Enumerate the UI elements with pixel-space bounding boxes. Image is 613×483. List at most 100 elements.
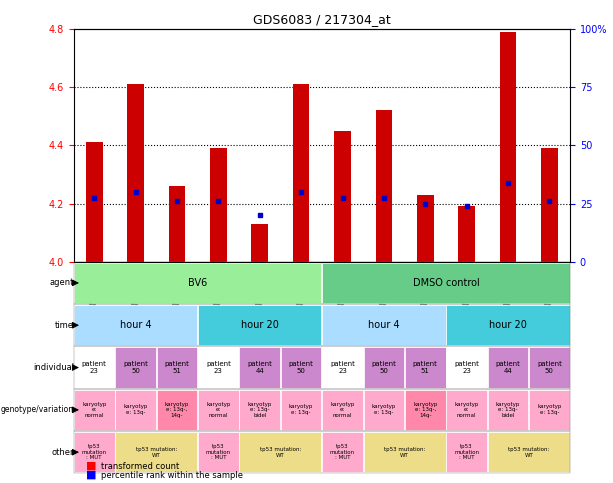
Bar (169, 186, 185, 262)
Text: tp53 mutation:
WT: tp53 mutation: WT (384, 447, 425, 457)
FancyBboxPatch shape (446, 347, 487, 388)
FancyBboxPatch shape (364, 390, 404, 430)
Text: karyotyp
e: 13q-: karyotyp e: 13q- (123, 404, 148, 415)
Text: hour 20: hour 20 (241, 320, 279, 330)
Bar (417, 195, 433, 262)
FancyBboxPatch shape (198, 390, 238, 430)
Text: karyotyp
e: 13q-,
14q-: karyotyp e: 13q-, 14q- (165, 401, 189, 418)
FancyBboxPatch shape (198, 305, 321, 345)
Text: tp53
mutation
: MUT: tp53 mutation : MUT (206, 444, 231, 460)
FancyBboxPatch shape (281, 347, 321, 388)
Text: karyotyp
e:
normal: karyotyp e: normal (330, 401, 355, 418)
Bar (210, 148, 227, 262)
Bar (74, 389, 570, 431)
Text: patient
23: patient 23 (454, 361, 479, 374)
Text: karyotyp
e:
normal: karyotyp e: normal (454, 401, 479, 418)
FancyBboxPatch shape (157, 347, 197, 388)
FancyBboxPatch shape (74, 432, 115, 472)
FancyBboxPatch shape (281, 390, 321, 430)
FancyBboxPatch shape (364, 432, 446, 472)
Bar (251, 224, 268, 262)
Text: patient
44: patient 44 (247, 361, 272, 374)
FancyBboxPatch shape (488, 347, 528, 388)
FancyBboxPatch shape (198, 347, 238, 388)
FancyBboxPatch shape (115, 390, 156, 430)
Text: karyotyp
e:
normal: karyotyp e: normal (206, 401, 230, 418)
FancyBboxPatch shape (488, 432, 569, 472)
Bar (334, 131, 351, 262)
Text: patient
23: patient 23 (330, 361, 355, 374)
Text: patient
44: patient 44 (495, 361, 520, 374)
Bar (74, 431, 570, 473)
Text: individual: individual (33, 363, 74, 372)
Bar (74, 304, 570, 346)
Text: patient
50: patient 50 (123, 361, 148, 374)
FancyBboxPatch shape (364, 347, 404, 388)
FancyBboxPatch shape (240, 347, 280, 388)
Text: tp53
mutation
: MUT: tp53 mutation : MUT (82, 444, 107, 460)
Text: patient
50: patient 50 (537, 361, 562, 374)
FancyBboxPatch shape (240, 432, 321, 472)
Text: patient
51: patient 51 (413, 361, 438, 374)
FancyBboxPatch shape (405, 347, 446, 388)
Bar (541, 148, 558, 262)
Text: tp53 mutation:
WT: tp53 mutation: WT (135, 447, 177, 457)
Title: GDS6083 / 217304_at: GDS6083 / 217304_at (253, 14, 390, 27)
FancyBboxPatch shape (115, 347, 156, 388)
FancyBboxPatch shape (240, 390, 280, 430)
Bar (500, 32, 516, 262)
Text: tp53 mutation:
WT: tp53 mutation: WT (508, 447, 549, 457)
Text: karyotyp
e: 13q-: karyotyp e: 13q- (371, 404, 396, 415)
Text: tp53
mutation
: MUT: tp53 mutation : MUT (454, 444, 479, 460)
Text: hour 4: hour 4 (368, 320, 400, 330)
Text: time: time (55, 321, 74, 330)
Text: transformed count: transformed count (101, 462, 180, 471)
FancyBboxPatch shape (74, 347, 115, 388)
Text: BV6: BV6 (188, 278, 207, 288)
FancyBboxPatch shape (74, 305, 197, 345)
Bar (128, 84, 144, 262)
FancyBboxPatch shape (446, 305, 569, 345)
FancyBboxPatch shape (322, 390, 363, 430)
Text: karyotyp
e: 13q-: karyotyp e: 13q- (537, 404, 562, 415)
FancyBboxPatch shape (322, 432, 363, 472)
Text: patient
51: patient 51 (164, 361, 189, 374)
Bar (376, 111, 392, 262)
Text: patient
23: patient 23 (206, 361, 231, 374)
Bar (86, 142, 102, 262)
FancyBboxPatch shape (488, 390, 528, 430)
FancyBboxPatch shape (322, 263, 569, 303)
FancyBboxPatch shape (322, 347, 363, 388)
Bar (74, 262, 570, 304)
FancyBboxPatch shape (446, 390, 487, 430)
FancyBboxPatch shape (74, 390, 115, 430)
Text: tp53 mutation:
WT: tp53 mutation: WT (260, 447, 301, 457)
FancyBboxPatch shape (74, 263, 321, 303)
FancyBboxPatch shape (157, 390, 197, 430)
FancyBboxPatch shape (446, 432, 487, 472)
Text: karyotyp
e: 13q-
bidel: karyotyp e: 13q- bidel (496, 401, 520, 418)
Text: agent: agent (50, 278, 74, 287)
Text: karyotyp
e: 13q-: karyotyp e: 13q- (289, 404, 313, 415)
Text: karyotyp
e:
normal: karyotyp e: normal (82, 401, 107, 418)
Text: patient
50: patient 50 (371, 361, 397, 374)
FancyBboxPatch shape (405, 390, 446, 430)
Text: karyotyp
e: 13q-,
14q-: karyotyp e: 13q-, 14q- (413, 401, 438, 418)
Bar (293, 84, 310, 262)
Text: genotype/variation: genotype/variation (1, 405, 74, 414)
Text: hour 4: hour 4 (120, 320, 151, 330)
Text: patient
23: patient 23 (82, 361, 107, 374)
Bar (74, 346, 570, 389)
Text: DMSO control: DMSO control (413, 278, 479, 288)
FancyBboxPatch shape (198, 432, 238, 472)
Text: patient
50: patient 50 (289, 361, 314, 374)
Bar (459, 206, 475, 262)
Text: hour 20: hour 20 (489, 320, 527, 330)
Text: other: other (51, 448, 74, 457)
Text: percentile rank within the sample: percentile rank within the sample (101, 470, 243, 480)
Text: karyotyp
e: 13q-
bidel: karyotyp e: 13q- bidel (248, 401, 272, 418)
FancyBboxPatch shape (529, 390, 569, 430)
Text: ■: ■ (86, 469, 96, 480)
FancyBboxPatch shape (322, 305, 446, 345)
Text: ■: ■ (86, 461, 96, 471)
